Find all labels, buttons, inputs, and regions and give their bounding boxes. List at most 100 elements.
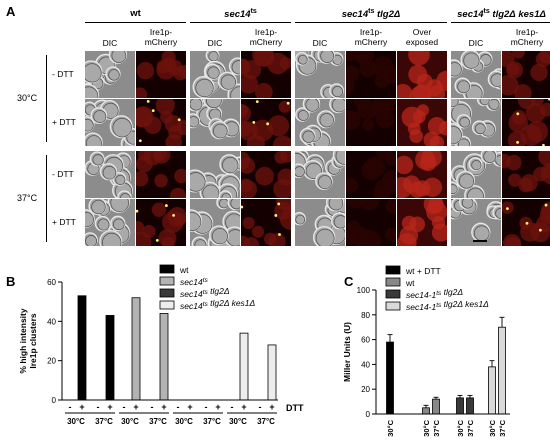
fluorescence-image	[397, 99, 447, 146]
group-title-rule	[85, 22, 186, 23]
bar	[267, 344, 277, 401]
fluorescence-image	[136, 199, 186, 246]
bar	[131, 297, 141, 401]
bar	[239, 332, 249, 401]
legend-swatch	[159, 288, 175, 298]
dic-image	[190, 99, 240, 146]
condition-label: + DTT	[52, 216, 76, 227]
temperature-label: 30°C	[121, 417, 139, 426]
bar	[498, 326, 506, 415]
temperature-label: 30°C	[422, 419, 431, 436]
temperature-label: 37°C	[203, 417, 221, 426]
y-tick-label: 60	[47, 278, 56, 287]
condition-label: - DTT	[52, 68, 74, 79]
legend-label: sec14ts tlg2Δ kes1Δ	[180, 298, 256, 311]
column-header: Ire1p-mCherry	[354, 27, 388, 47]
column-header: Ire1p-mCherry	[144, 27, 178, 47]
bar	[105, 315, 115, 401]
y-tick-label: 60	[361, 336, 370, 345]
fluorescence-image	[397, 151, 447, 198]
temperature-label: 37°C	[466, 419, 475, 436]
y-tick-label: 40	[47, 317, 56, 326]
fluorescence-image	[346, 99, 396, 146]
dic-image	[295, 199, 345, 246]
y-tick-label: 80	[361, 311, 370, 320]
dtt-sign: -	[177, 402, 180, 412]
legend-swatch	[159, 300, 175, 310]
dic-image	[85, 151, 135, 198]
dtt-sign: -	[205, 402, 208, 412]
panel-c-letter: C	[344, 274, 354, 289]
dtt-sign: +	[187, 402, 192, 412]
fluorescence-image	[241, 99, 291, 146]
legend-label: wt + DTT	[405, 266, 441, 276]
temperature-label: 30°C	[488, 419, 497, 436]
column-header: DIC	[102, 38, 118, 48]
fluorescence-image	[136, 51, 186, 98]
temperature-label: 30°C	[386, 419, 395, 436]
fluorescence-image	[241, 151, 291, 198]
legend-swatch	[385, 277, 401, 287]
dtt-sign: -	[231, 402, 234, 412]
temperature-label: 37°C	[17, 192, 38, 203]
dic-image	[295, 51, 345, 98]
dtt-sign: -	[97, 402, 100, 412]
dtt-sign: -	[151, 402, 154, 412]
legend-swatch	[159, 264, 175, 274]
column-header: DIC	[312, 38, 328, 48]
temperature-label: 30°C	[229, 417, 247, 426]
fluorescence-image	[502, 51, 550, 98]
temperature-label: 37°C	[149, 417, 167, 426]
fluorescence-image	[502, 199, 550, 246]
bar	[456, 397, 464, 415]
condition-label: - DTT	[52, 168, 74, 179]
y-axis-label: Ire1p clusters	[28, 313, 38, 369]
group-title: wt	[130, 8, 141, 19]
legend-label: wt	[405, 278, 415, 288]
group-title: sec14ts tlg2Δ kes1Δ	[457, 8, 546, 21]
legend-label: sec14ts tlg2Δ	[180, 286, 230, 299]
temperature-label: 37°C	[498, 419, 507, 436]
fluorescence-image	[502, 151, 550, 198]
dtt-sign: -	[259, 402, 262, 412]
fluorescence-image	[397, 199, 447, 246]
temperature-label: 30°C	[17, 92, 38, 103]
bar	[432, 398, 440, 415]
y-tick-label: 0	[52, 396, 57, 405]
dic-image	[451, 51, 501, 98]
group-title: sec14ts tlg2Δ	[341, 8, 401, 21]
dic-image	[85, 51, 135, 98]
y-tick-label: 0	[366, 410, 371, 419]
legend-swatch	[385, 289, 401, 299]
dtt-sign: +	[161, 402, 166, 412]
dic-image	[451, 151, 501, 198]
column-header: Ire1p-mCherry	[249, 27, 283, 47]
dic-image	[451, 199, 501, 246]
y-axis-label: % high intensity	[18, 308, 28, 373]
dtt-sign: +	[241, 402, 246, 412]
fluorescence-image	[136, 151, 186, 198]
group-title-rule	[451, 22, 550, 23]
fluorescence-image	[502, 99, 550, 146]
bar	[422, 407, 430, 415]
column-header: DIC	[468, 38, 484, 48]
legend-swatch	[385, 301, 401, 311]
bar	[77, 295, 87, 401]
legend-label: sec14-1ts tlg2Δ	[406, 287, 463, 300]
group-title-rule	[190, 22, 291, 23]
y-tick-label: 100	[357, 286, 371, 295]
dic-image	[190, 51, 240, 98]
dic-image	[190, 151, 240, 198]
legend-label: sec14ts	[180, 277, 208, 287]
panel-a-letter: A	[6, 4, 16, 19]
y-tick-label: 20	[361, 385, 370, 394]
temperature-label: 30°C	[67, 417, 85, 426]
temperature-bracket	[46, 55, 47, 142]
y-tick-label: 40	[361, 360, 370, 369]
fluorescence-image	[241, 51, 291, 98]
y-tick-label: 20	[47, 357, 56, 366]
panel-b-letter: B	[6, 274, 16, 289]
legend-swatch	[159, 276, 175, 286]
temperature-label: 30°C	[175, 417, 193, 426]
